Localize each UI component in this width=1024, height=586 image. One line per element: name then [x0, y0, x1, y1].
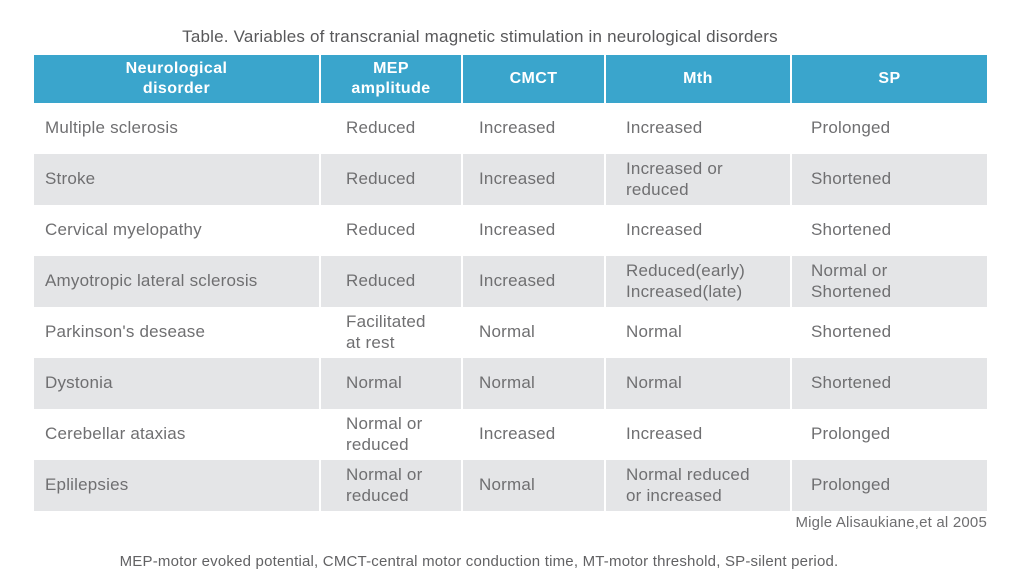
- cell-mep-amplitude: Normal: [320, 358, 463, 409]
- cell-mth: Normal: [605, 307, 792, 358]
- header-row: Neurological disorder MEP amplitude CMCT…: [34, 55, 987, 103]
- footnote: MEP-motor evoked potential, CMCT-central…: [119, 553, 839, 570]
- cell-cmct: Normal: [462, 460, 606, 511]
- cell-cmct: Increased: [462, 103, 606, 154]
- header-cell-cmct: CMCT: [462, 55, 606, 103]
- cell-sp: Normal or Shortened: [791, 256, 987, 307]
- cell-mep-amplitude: Normal or reduced: [320, 460, 463, 511]
- cell-disorder: Multiple sclerosis: [34, 103, 321, 154]
- cell-mep-amplitude: Reduced: [320, 154, 463, 205]
- cell-sp: Prolonged: [791, 103, 987, 154]
- cell-sp: Shortened: [791, 358, 987, 409]
- header-cell-mep-amplitude: MEP amplitude: [320, 55, 463, 103]
- cell-mth: Reduced(early) Increased(late): [605, 256, 792, 307]
- cell-cmct: Normal: [462, 358, 606, 409]
- cell-sp: Shortened: [791, 154, 987, 205]
- cell-mth: Normal reduced or increased: [605, 460, 792, 511]
- cell-mth: Normal: [605, 358, 792, 409]
- cell-sp: Shortened: [791, 307, 987, 358]
- cell-mth: Increased: [605, 103, 792, 154]
- cell-cmct: Normal: [462, 307, 606, 358]
- cell-mth: Increased: [605, 409, 792, 460]
- cell-sp: Prolonged: [791, 409, 987, 460]
- table-row: Dystonia Normal Normal Normal Shortened: [34, 358, 987, 409]
- data-table: Neurological disorder MEP amplitude CMCT…: [34, 55, 987, 511]
- table-row: Amyotropic lateral sclerosis Reduced Inc…: [34, 256, 987, 307]
- cell-mep-amplitude: Reduced: [320, 205, 463, 256]
- cell-sp: Prolonged: [791, 460, 987, 511]
- table-row: Eplilepsies Normal or reduced Normal Nor…: [34, 460, 987, 511]
- cell-disorder: Amyotropic lateral sclerosis: [34, 256, 321, 307]
- cell-mep-amplitude: Normal or reduced: [320, 409, 463, 460]
- header-cell-neurological-disorder: Neurological disorder: [34, 55, 321, 103]
- cell-cmct: Increased: [462, 256, 606, 307]
- table-row: Parkinson's desease Facilitated at rest …: [34, 307, 987, 358]
- cell-mep-amplitude: Facilitated at rest: [320, 307, 463, 358]
- cell-disorder: Eplilepsies: [34, 460, 321, 511]
- page-title: Table. Variables of transcranial magneti…: [182, 27, 778, 46]
- cell-cmct: Increased: [462, 154, 606, 205]
- cell-disorder: Dystonia: [34, 358, 321, 409]
- table-row: Multiple sclerosis Reduced Increased Inc…: [34, 103, 987, 154]
- cell-disorder: Stroke: [34, 154, 321, 205]
- cell-disorder: Cervical myelopathy: [34, 205, 321, 256]
- header-cell-sp: SP: [791, 55, 987, 103]
- table-row: Cervical myelopathy Reduced Increased In…: [34, 205, 987, 256]
- cell-disorder: Parkinson's desease: [34, 307, 321, 358]
- cell-mth: Increased: [605, 205, 792, 256]
- cell-cmct: Increased: [462, 409, 606, 460]
- cell-cmct: Increased: [462, 205, 606, 256]
- table-row: Stroke Reduced Increased Increased or re…: [34, 154, 987, 205]
- cell-sp: Shortened: [791, 205, 987, 256]
- cell-disorder: Cerebellar ataxias: [34, 409, 321, 460]
- table-row: Cerebellar ataxias Normal or reduced Inc…: [34, 409, 987, 460]
- citation: Migle Alisaukiane,et al 2005: [795, 514, 987, 531]
- cell-mep-amplitude: Reduced: [320, 103, 463, 154]
- cell-mth: Increased or reduced: [605, 154, 792, 205]
- cell-mep-amplitude: Reduced: [320, 256, 463, 307]
- header-cell-mth: Mth: [605, 55, 792, 103]
